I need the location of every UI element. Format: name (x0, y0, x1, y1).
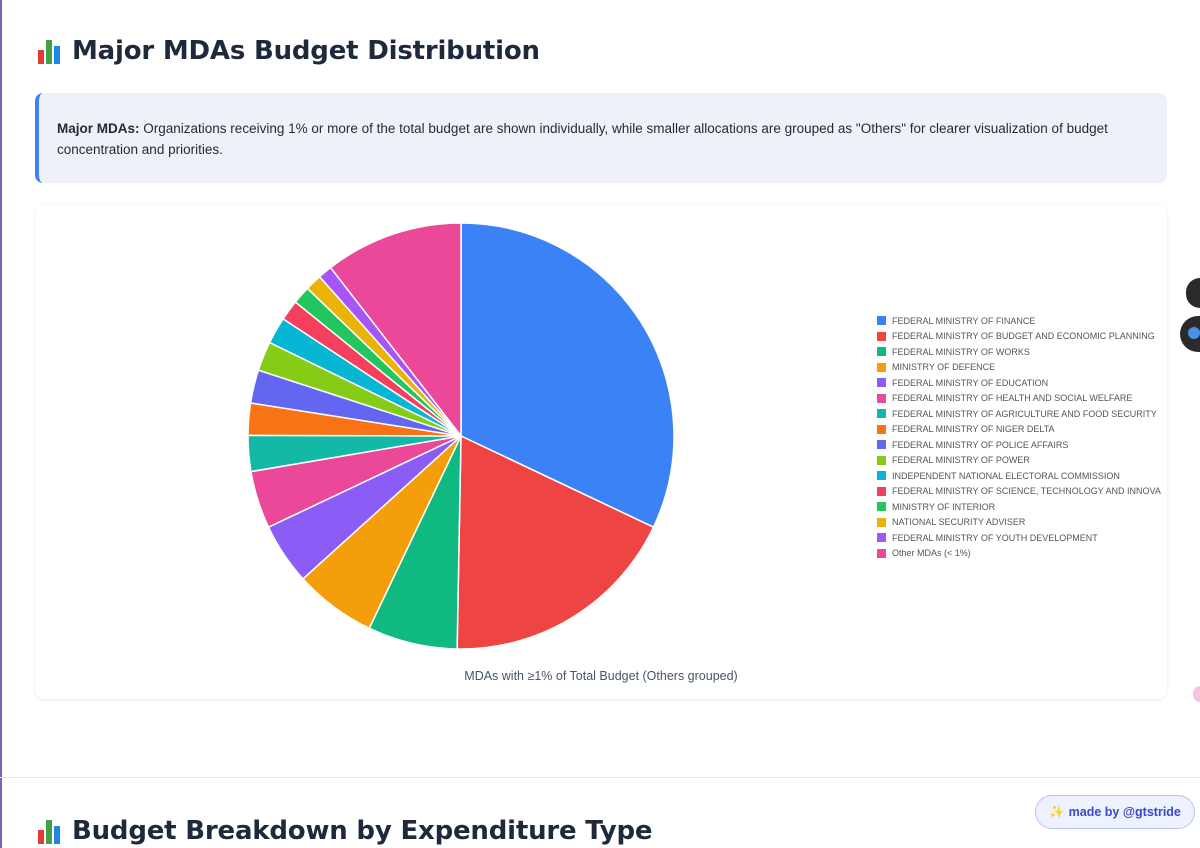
bar-chart-icon (38, 818, 62, 844)
pie-slice[interactable] (329, 222, 462, 439)
info-label: Major MDAs: (57, 121, 140, 136)
legend-label: FEDERAL MINISTRY OF POWER (892, 455, 1030, 466)
legend-item[interactable]: NATIONAL SECURITY ADVISER (877, 515, 1161, 531)
legend-label: FEDERAL MINISTRY OF SCIENCE, TECHNOLOGY … (892, 486, 1161, 497)
legend-swatch (877, 362, 886, 372)
legend-item[interactable]: FEDERAL MINISTRY OF POWER (877, 453, 1161, 469)
legend-label: FEDERAL MINISTRY OF YOUTH DEVELOPMENT (892, 532, 1098, 543)
legend-swatch (877, 393, 886, 403)
legend-item[interactable]: Other MDAs (< 1%) (877, 546, 1161, 562)
left-border (0, 0, 2, 848)
pie-slice[interactable] (456, 434, 655, 650)
legend-item[interactable]: FEDERAL MINISTRY OF WORKS (877, 344, 1161, 360)
chart-card: FEDERAL MINISTRY OF FINANCE FEDERAL MINIS… (35, 205, 1167, 699)
pie-slice[interactable] (460, 222, 675, 529)
legend-item[interactable]: FEDERAL MINISTRY OF EDUCATION (877, 375, 1161, 391)
pie-chart (247, 222, 675, 650)
side-edge-icon[interactable] (1193, 686, 1200, 702)
legend-label: FEDERAL MINISTRY OF POLICE AFFAIRS (892, 439, 1069, 450)
legend-item[interactable]: FEDERAL MINISTRY OF YOUTH DEVELOPMENT (877, 530, 1161, 546)
legend-swatch (877, 440, 886, 450)
side-globe-button[interactable] (1180, 316, 1200, 352)
side-toolbar-button[interactable] (1186, 278, 1200, 308)
legend-item[interactable]: FEDERAL MINISTRY OF POLICE AFFAIRS (877, 437, 1161, 453)
made-by-badge[interactable]: ✨ made by @gtstride (1035, 795, 1195, 829)
legend-swatch (877, 486, 886, 496)
legend-item[interactable]: FEDERAL MINISTRY OF NIGER DELTA (877, 422, 1161, 438)
bar-chart-icon (38, 38, 62, 64)
legend-label: FEDERAL MINISTRY OF EDUCATION (892, 377, 1049, 388)
legend-swatch (877, 331, 886, 341)
chart-caption: MDAs with ≥1% of Total Budget (Others gr… (464, 669, 738, 683)
legend-label: INDEPENDENT NATIONAL ELECTORAL COMMISSIO… (892, 470, 1120, 481)
legend-item[interactable]: MINISTRY OF DEFENCE (877, 360, 1161, 376)
section-title-text: Budget Breakdown by Expenditure Type (72, 816, 653, 846)
section-divider (0, 777, 1200, 778)
legend-label: NATIONAL SECURITY ADVISER (892, 517, 1026, 528)
legend-label: MINISTRY OF INTERIOR (892, 501, 996, 512)
legend-item[interactable]: FEDERAL MINISTRY OF AGRICULTURE AND FOOD… (877, 406, 1161, 422)
legend-label: FEDERAL MINISTRY OF HEALTH AND SOCIAL WE… (892, 393, 1133, 404)
info-callout: Major MDAs: Organizations receiving 1% o… (35, 93, 1167, 183)
legend-label: FEDERAL MINISTRY OF NIGER DELTA (892, 424, 1055, 435)
info-text: Organizations receiving 1% or more of th… (57, 121, 1108, 157)
legend-item[interactable]: FEDERAL MINISTRY OF FINANCE (877, 313, 1161, 329)
legend-item[interactable]: MINISTRY OF INTERIOR (877, 499, 1161, 515)
sparkles-icon: ✨ (1049, 804, 1065, 819)
legend-swatch (877, 455, 886, 465)
legend-label: FEDERAL MINISTRY OF WORKS (892, 346, 1030, 357)
section-title-expenditure: Budget Breakdown by Expenditure Type (38, 816, 653, 846)
legend-item[interactable]: INDEPENDENT NATIONAL ELECTORAL COMMISSIO… (877, 468, 1161, 484)
globe-icon (1188, 327, 1200, 339)
legend-swatch (877, 502, 886, 512)
legend-swatch (877, 471, 886, 481)
section-title-major-mdas: Major MDAs Budget Distribution (38, 36, 540, 66)
legend-label: FEDERAL MINISTRY OF BUDGET AND ECONOMIC … (892, 331, 1155, 342)
legend-swatch (877, 517, 886, 527)
legend-label: Other MDAs (< 1%) (892, 548, 971, 559)
legend-swatch (877, 424, 886, 434)
legend-swatch (877, 347, 886, 357)
legend-swatch (877, 316, 886, 326)
legend-item[interactable]: FEDERAL MINISTRY OF HEALTH AND SOCIAL WE… (877, 391, 1161, 407)
section-title-text: Major MDAs Budget Distribution (72, 36, 540, 66)
legend-item[interactable]: FEDERAL MINISTRY OF BUDGET AND ECONOMIC … (877, 329, 1161, 345)
legend-swatch (877, 378, 886, 388)
badge-text: made by @gtstride (1068, 805, 1181, 819)
legend-swatch (877, 533, 886, 543)
legend-label: FEDERAL MINISTRY OF AGRICULTURE AND FOOD… (892, 408, 1157, 419)
legend-swatch (877, 548, 886, 558)
chart-legend: FEDERAL MINISTRY OF FINANCE FEDERAL MINIS… (877, 313, 1161, 561)
legend-item[interactable]: FEDERAL MINISTRY OF SCIENCE, TECHNOLOGY … (877, 484, 1161, 500)
legend-swatch (877, 409, 886, 419)
legend-label: FEDERAL MINISTRY OF FINANCE (892, 315, 1036, 326)
legend-label: MINISTRY OF DEFENCE (892, 362, 996, 373)
